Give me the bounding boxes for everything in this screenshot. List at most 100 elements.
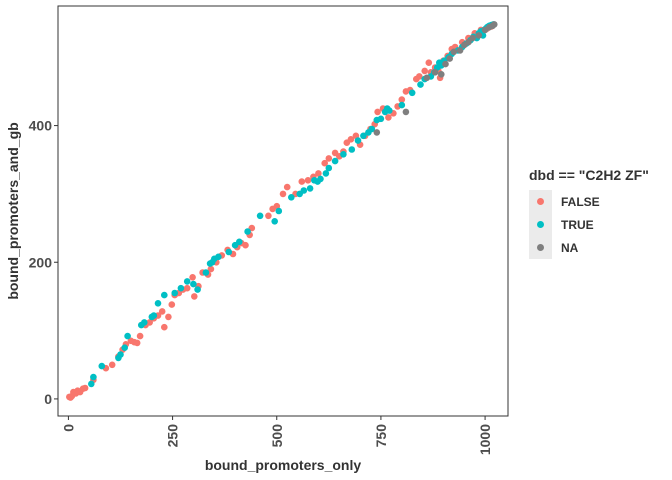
data-point-false [168, 301, 176, 308]
data-point-false [283, 183, 291, 191]
y-tick-label: 0 [44, 391, 52, 407]
legend-dot-true [537, 221, 544, 228]
data-point-true [275, 207, 283, 215]
data-point-true [121, 344, 128, 352]
data-point-false [425, 59, 433, 66]
data-point-na [442, 60, 449, 68]
data-point-false [265, 212, 272, 220]
data-point-true [225, 248, 233, 256]
data-point-true [117, 351, 124, 358]
data-point-true [141, 319, 148, 326]
data-point-true [202, 269, 210, 276]
data-point-true [354, 137, 362, 144]
data-point-na [402, 108, 410, 116]
data-point-true [150, 312, 158, 319]
data-point-true [271, 218, 279, 225]
legend-title: dbd == "C2H2 ZF" [529, 167, 649, 183]
data-point-true [194, 286, 201, 293]
data-point-true [124, 332, 131, 340]
data-point-false [207, 265, 215, 273]
data-point-false [304, 177, 312, 184]
data-point-false [191, 293, 198, 300]
data-point-true [360, 132, 367, 140]
data-point-true [256, 212, 264, 220]
data-point-true [300, 187, 308, 194]
data-point-false [183, 284, 191, 292]
data-point-false [189, 274, 196, 281]
x-axis-title: bound_promoters_only [205, 457, 362, 473]
data-point-true [171, 289, 178, 297]
data-point-true [236, 238, 243, 246]
data-point-na [465, 38, 472, 46]
data-point-na [475, 32, 483, 39]
data-point-true [322, 170, 330, 177]
data-point-false [347, 136, 355, 143]
data-point-false [158, 308, 166, 315]
legend-label-true: TRUE [561, 218, 594, 232]
data-point-true [244, 228, 251, 235]
data-point-na [450, 48, 458, 56]
data-point-false [321, 159, 329, 167]
data-point-true [288, 194, 295, 201]
data-point-true [190, 280, 197, 288]
y-tick-label: 200 [29, 254, 53, 270]
data-point-na [423, 74, 431, 82]
data-point-true [306, 185, 314, 192]
data-point-na [431, 69, 439, 76]
data-point-false [398, 96, 406, 103]
x-tick-label: 0 [60, 424, 76, 432]
data-point-false [161, 323, 168, 331]
data-point-true [98, 362, 106, 370]
data-point-true [340, 151, 347, 158]
data-point-true [88, 380, 95, 388]
data-point-true [90, 373, 97, 381]
data-point-na [438, 71, 445, 78]
data-point-false [325, 155, 333, 162]
legend-dot-false [537, 198, 544, 205]
data-point-true [177, 284, 185, 292]
data-point-false [146, 319, 153, 326]
data-point-false [416, 73, 423, 80]
x-tick-label: 750 [373, 424, 389, 448]
data-point-true [317, 175, 324, 183]
data-point-na [469, 34, 476, 42]
legend-dot-na [537, 244, 544, 251]
legend-label-false: FALSE [561, 195, 600, 209]
data-point-true [331, 157, 339, 165]
x-tick-label: 250 [165, 424, 181, 448]
data-point-na [373, 129, 381, 136]
data-point-false [133, 339, 141, 347]
legend-label-na: NA [561, 241, 579, 255]
data-point-true [386, 107, 393, 114]
data-point-false [374, 108, 381, 116]
data-point-true [348, 146, 356, 153]
data-point-true [368, 125, 376, 133]
legend: dbd == "C2H2 ZF" FALSE TRUE NA [529, 167, 649, 259]
y-axis-title: bound_promoters_and_gb [5, 122, 21, 299]
data-point-na [456, 47, 464, 54]
data-point-true [161, 291, 168, 299]
data-points [66, 21, 498, 401]
data-point-false [108, 361, 116, 369]
data-point-false [165, 313, 172, 321]
data-point-na [446, 55, 454, 62]
x-tick-label: 1000 [477, 424, 493, 455]
data-point-false [315, 170, 322, 177]
data-point-true [183, 278, 191, 285]
axis-ticks: 0 250 500 750 1000 0 200 400 [29, 118, 493, 456]
data-point-false [298, 178, 306, 185]
data-point-true [408, 89, 416, 97]
data-point-true [417, 81, 424, 88]
data-point-false [385, 114, 392, 121]
data-point-false [421, 67, 429, 75]
data-point-true [215, 253, 222, 261]
data-point-true [154, 300, 162, 307]
data-point-true [398, 101, 406, 109]
data-point-false [279, 190, 287, 198]
data-point-false [242, 241, 249, 249]
data-point-true [377, 115, 385, 123]
data-point-false [136, 332, 144, 340]
data-point-true [325, 164, 333, 172]
